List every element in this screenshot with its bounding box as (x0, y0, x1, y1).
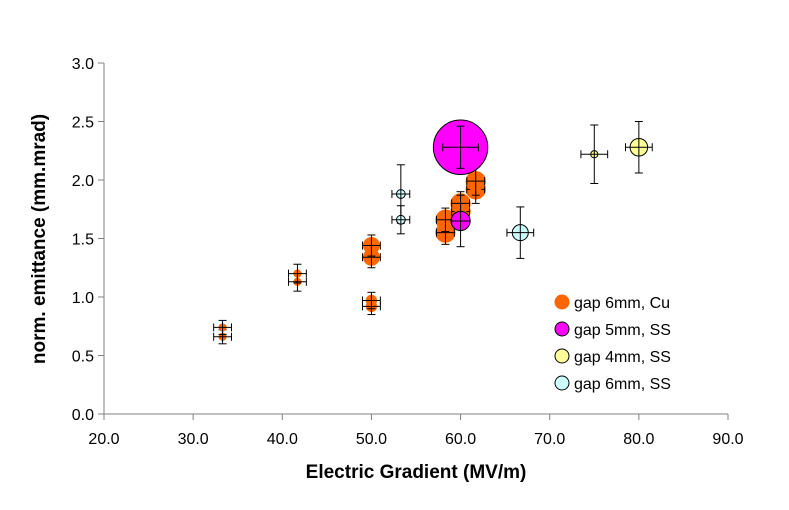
legend-label: gap 5mm, SS (574, 322, 671, 339)
error-bar (362, 234, 381, 257)
legend-label: gap 6mm, SS (574, 376, 671, 393)
y-tick-label: 2.5 (72, 115, 94, 132)
x-tick-label: 20.0 (88, 431, 119, 448)
error-bar (442, 125, 479, 169)
y-tick-label: 1.5 (72, 232, 94, 249)
error-bar (213, 319, 232, 335)
error-bar (451, 194, 470, 248)
error-bar (466, 166, 486, 196)
x-tick-label: 60.0 (445, 431, 476, 448)
y-tick-label: 3.0 (72, 56, 94, 73)
x-tick-label: 80.0 (623, 431, 654, 448)
y-axis-title: norm. emittance (mm.mrad) (29, 114, 50, 364)
y-tick-label: 1.0 (72, 290, 94, 307)
x-tick-label: 50.0 (356, 431, 387, 448)
x-tick-label: 90.0 (712, 431, 743, 448)
y-tick-label: 2.0 (72, 173, 94, 190)
error-bar (580, 124, 609, 185)
error-bar (362, 291, 381, 310)
legend-marker (554, 321, 570, 337)
legend-label: gap 6mm, Cu (574, 295, 670, 312)
x-axis-title: Electric Gradient (MV/m) (306, 462, 527, 483)
error-bar (288, 263, 307, 284)
x-tick-label: 30.0 (178, 431, 209, 448)
error-bar (506, 206, 535, 259)
legend-label: gap 4mm, SS (574, 349, 671, 366)
y-tick-label: 0.0 (72, 407, 94, 424)
error-bar (624, 121, 653, 174)
error-bar (391, 205, 411, 235)
legend-marker (554, 348, 570, 364)
x-tick-label: 70.0 (534, 431, 565, 448)
y-tick-label: 0.5 (72, 349, 94, 366)
legend-marker (554, 294, 570, 310)
legend-marker (554, 375, 570, 391)
legend: gap 6mm, Cu gap 5mm, SS gap 4mm, SS gap 6mm… (554, 294, 671, 393)
x-tick-label: 40.0 (267, 431, 298, 448)
